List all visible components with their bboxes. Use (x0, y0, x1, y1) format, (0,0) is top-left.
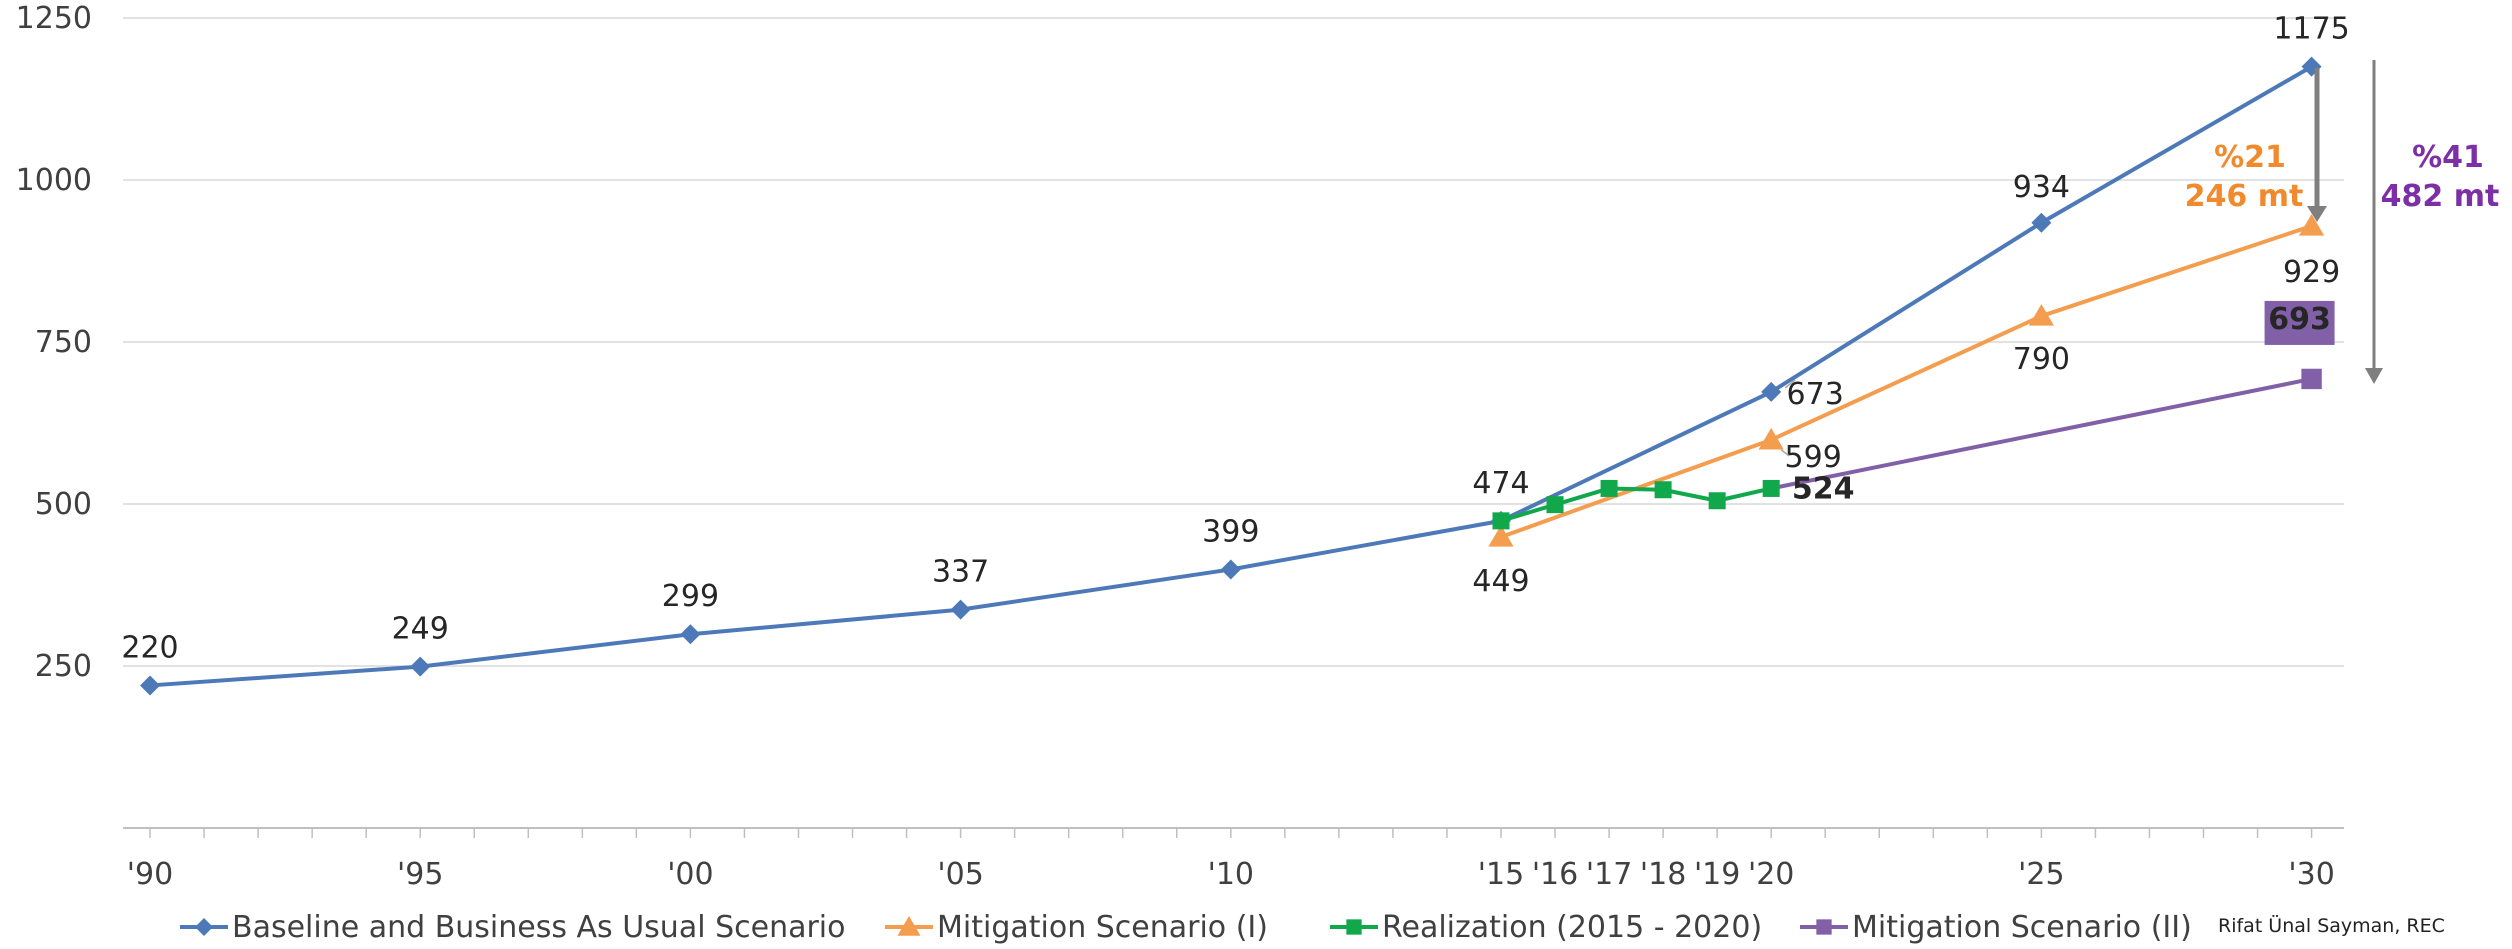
series-line (1770, 376, 2312, 491)
data-label: 929 (2283, 255, 2340, 290)
x-tick-label: '17 (1586, 857, 1632, 892)
reduction-1-amount: 246 mt (2185, 179, 2304, 214)
x-tick-label: '20 (1748, 857, 1794, 892)
leader-line (1784, 379, 1796, 389)
square-marker (1492, 512, 1510, 530)
x-tick-label: '95 (397, 857, 443, 892)
x-tick-label: '16 (1532, 857, 1578, 892)
data-label: 790 (2013, 342, 2070, 377)
reduction-arrow-1-head (2307, 206, 2327, 222)
series-line (1500, 486, 1772, 523)
x-tick-label: '18 (1640, 857, 1686, 892)
legend-label: Mitigation Scenario (I) (937, 910, 1268, 945)
y-axis-ticks: 250 500 750 1000 1250 (16, 1, 92, 684)
data-label: 249 (392, 612, 449, 647)
diamond-marker (140, 675, 161, 696)
square-marker (1346, 919, 1362, 935)
reduction-2-percent: %41 (2412, 140, 2484, 175)
series-markers (140, 56, 2325, 696)
y-tick-label: 1250 (16, 1, 92, 36)
triangle-marker (2298, 214, 2325, 236)
x-tick-label: '10 (1208, 857, 1254, 892)
x-tick-label: '25 (2018, 857, 2064, 892)
reduction-arrow-2-head (2365, 368, 2383, 384)
x-tick-label: '15 (1478, 857, 1524, 892)
reduction-annotations: %21 246 mt %41 482 mt (2185, 60, 2500, 384)
y-tick-label: 250 (35, 649, 92, 684)
triangle-marker (1488, 525, 1514, 547)
square-marker (1654, 481, 1672, 499)
x-tick-label: '30 (2288, 857, 2334, 892)
data-label: 474 (1472, 466, 1529, 501)
square-marker (2301, 368, 2322, 390)
data-label: 220 (121, 630, 178, 665)
data-label-box (2264, 300, 2335, 345)
data-label: 599 (1785, 440, 1842, 475)
y-tick-label: 500 (35, 487, 92, 522)
reduction-2-amount: 482 mt (2381, 179, 2500, 214)
x-tick-label: '05 (937, 857, 983, 892)
data-label: 299 (662, 579, 719, 614)
data-label: 337 (932, 555, 989, 590)
legend: Baseline and Business As Usual Scenario M… (180, 910, 2192, 945)
diamond-marker (410, 656, 431, 677)
diamond-marker (2031, 212, 2052, 233)
x-tick-label: '19 (1694, 857, 1740, 892)
x-axis: '90 '95 '00 '05 '10 '15'16'17'18'19'20 '25 '30 (123, 827, 2344, 892)
triangle-marker (1758, 427, 1784, 450)
diamond-marker (950, 599, 971, 620)
data-label: 449 (1472, 564, 1529, 599)
legend-label: Baseline and Business As Usual Scenario (232, 910, 846, 945)
series-lines (149, 64, 2313, 688)
triangle-marker (897, 916, 921, 936)
diamond-marker (1220, 559, 1241, 580)
series-line (149, 64, 2313, 688)
y-tick-label: 750 (35, 325, 92, 360)
data-label: 1175 (2273, 12, 2349, 47)
square-marker (1600, 479, 1618, 497)
data-labels: 220 249 299 337 399 474 673 934 1175 449 599 790 929… (121, 12, 2349, 666)
data-label: 934 (2013, 170, 2070, 205)
x-tick-label: '00 (667, 857, 713, 892)
data-label: 524 (1792, 471, 1855, 506)
square-marker (1546, 496, 1564, 514)
y-tick-label: 1000 (16, 163, 92, 198)
data-label: 673 (1787, 377, 1844, 412)
square-marker (1816, 919, 1832, 935)
diamond-marker (195, 918, 213, 936)
legend-label: Realization (2015 - 2020) (1382, 910, 1762, 945)
square-marker (1762, 479, 1780, 497)
legend-label: Mitigation Scenario (II) (1852, 910, 2192, 945)
triangle-marker (2028, 304, 2054, 326)
data-label: 399 (1202, 514, 1259, 549)
gridlines (123, 17, 2344, 667)
square-marker (1708, 492, 1726, 510)
diamond-marker (1761, 381, 1782, 402)
source-credit: Rifat Ünal Sayman, REC (2218, 914, 2445, 937)
x-tick-label: '90 (127, 857, 173, 892)
reduction-1-percent: %21 (2214, 140, 2286, 175)
leader-line (1780, 449, 1790, 457)
diamond-marker (680, 624, 701, 645)
data-label: 693 (2268, 302, 2331, 337)
